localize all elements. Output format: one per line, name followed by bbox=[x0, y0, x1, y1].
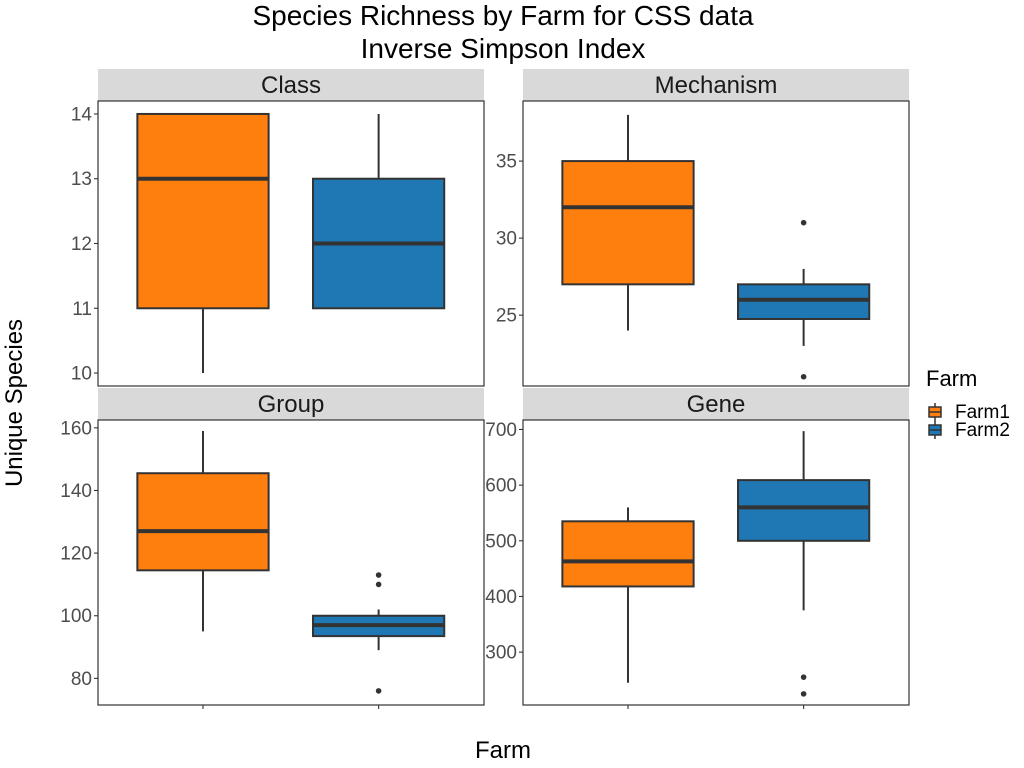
facet-strip-label-mechanism: Mechanism bbox=[655, 72, 778, 99]
y-tick-label-class: 12 bbox=[71, 234, 92, 255]
y-tick-label-gene: 600 bbox=[485, 476, 517, 497]
facet-strip-mechanism bbox=[523, 69, 909, 101]
facet-strip-gene bbox=[523, 388, 909, 420]
panel-mechanism: Mechanism 25 30 35 bbox=[496, 69, 910, 387]
outlier-point bbox=[375, 572, 382, 578]
y-tick-label-group: 80 bbox=[71, 669, 92, 690]
box-body bbox=[136, 472, 270, 572]
y-tick-label-gene: 300 bbox=[485, 643, 517, 664]
box-class-farm1 bbox=[136, 112, 270, 374]
box-group-farm1 bbox=[136, 430, 270, 632]
y-tick-label-mechanism: 30 bbox=[496, 229, 517, 250]
y-tick-label-class: 11 bbox=[72, 299, 92, 320]
box-gene-farm1 bbox=[561, 507, 695, 683]
box-body bbox=[136, 112, 270, 310]
y-tick-label-group: 160 bbox=[60, 418, 92, 439]
legend-title: Farm bbox=[926, 366, 977, 391]
box-mechanism-farm1 bbox=[561, 114, 695, 331]
box-class-farm2 bbox=[312, 113, 446, 310]
x-axis-label: Farm bbox=[475, 737, 531, 764]
outlier-point bbox=[800, 691, 807, 697]
outlier-point bbox=[800, 219, 807, 226]
panel-border-group bbox=[97, 419, 485, 706]
panel-gene: Gene 300 400 500 600 700 bbox=[485, 388, 910, 709]
box-mechanism-farm2 bbox=[737, 219, 871, 380]
box-gene-farm2 bbox=[737, 431, 871, 697]
facet-strip-class bbox=[98, 69, 484, 101]
outlier-point bbox=[375, 581, 382, 588]
y-tick-label-class: 13 bbox=[71, 169, 92, 190]
legend-label: Farm2 bbox=[955, 420, 1010, 441]
facet-strip-group bbox=[98, 388, 484, 420]
y-tick-label-group: 140 bbox=[60, 481, 92, 502]
legend-item-farm2: Farm2 bbox=[928, 420, 1010, 441]
legend-label: Farm1 bbox=[955, 402, 1010, 423]
box-body bbox=[561, 160, 695, 286]
panel-border-gene bbox=[522, 419, 910, 706]
y-axis-label: Unique Species bbox=[1, 319, 28, 487]
facet-strip-label-group: Group bbox=[258, 391, 325, 418]
legend-item-farm1: Farm1 bbox=[928, 402, 1010, 423]
box-group-farm2 bbox=[312, 572, 446, 694]
box-body bbox=[737, 479, 871, 542]
y-tick-label-gene: 700 bbox=[485, 420, 517, 441]
y-tick-label-mechanism: 25 bbox=[496, 306, 517, 327]
chart-subtitle: Inverse Simpson Index bbox=[361, 33, 646, 64]
facet-panels: Class 10 11 12 13 14 Mechanism 25 30 35 Group 80 100… bbox=[60, 69, 910, 709]
panel-border-mechanism bbox=[522, 100, 910, 387]
outlier-point bbox=[800, 674, 807, 680]
y-tick-label-mechanism: 35 bbox=[496, 152, 517, 173]
outlier-point bbox=[375, 688, 382, 694]
panel-class: Class 10 11 12 13 14 bbox=[71, 69, 485, 387]
y-tick-label-class: 14 bbox=[71, 104, 93, 125]
facet-strip-label-class: Class bbox=[261, 72, 321, 99]
y-tick-label-class: 10 bbox=[71, 364, 92, 385]
y-tick-label-group: 100 bbox=[60, 606, 92, 627]
box-body bbox=[561, 520, 695, 588]
y-tick-label-gene: 400 bbox=[485, 587, 517, 608]
y-tick-label-group: 120 bbox=[60, 544, 92, 565]
facet-strip-label-gene: Gene bbox=[687, 391, 746, 418]
chart-title: Species Richness by Farm for CSS data bbox=[252, 0, 754, 31]
outlier-point bbox=[800, 373, 807, 380]
y-tick-label-gene: 500 bbox=[485, 531, 517, 552]
panel-group: Group 80 100 120 140 160 bbox=[60, 388, 485, 709]
